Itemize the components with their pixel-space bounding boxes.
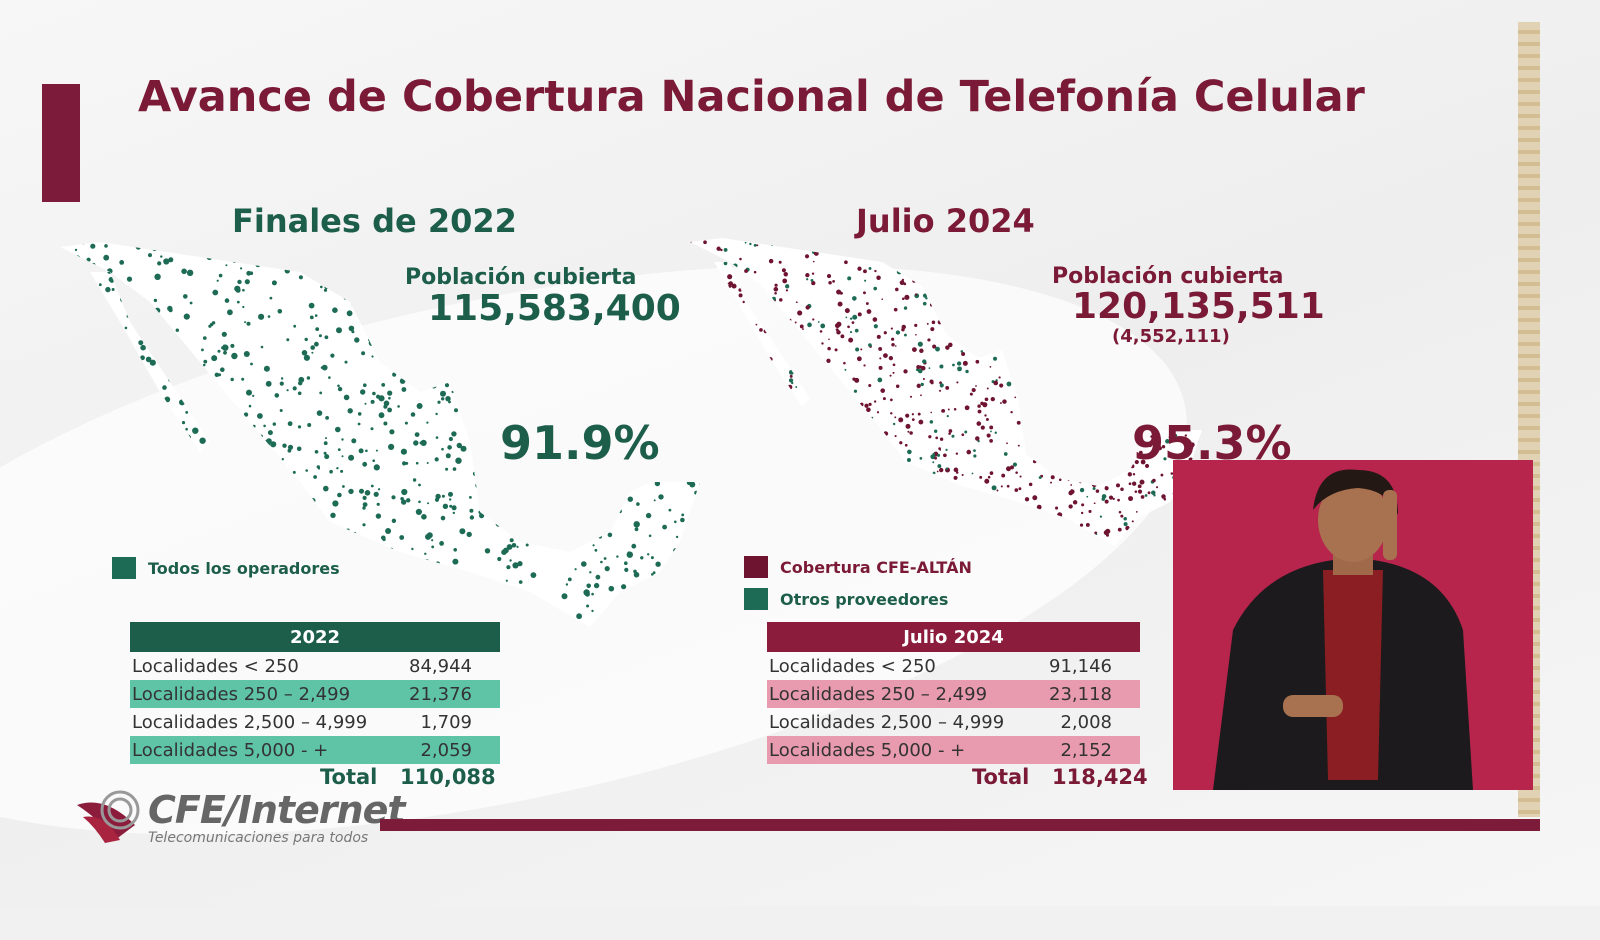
total-value: 110,088 xyxy=(400,765,496,789)
table-row: Localidades 250 – 2,499 21,376 xyxy=(130,680,500,708)
legend-label: Cobertura CFE-ALTÁN xyxy=(780,557,972,577)
mexico-map-2022 xyxy=(60,242,700,627)
logo-text: CFE/Internet xyxy=(148,788,406,832)
row-label: Localidades 5,000 - + xyxy=(769,739,966,761)
row-value: 84,944 xyxy=(409,655,472,677)
row-label: Localidades 2,500 – 4,999 xyxy=(132,711,368,733)
table-row: Localidades 5,000 - + 2,059 xyxy=(130,736,500,764)
table-2022: 2022 Localidades < 250 84,944 Localidades… xyxy=(130,622,500,764)
row-value: 21,376 xyxy=(409,683,472,705)
right-population-label: Población cubierta xyxy=(1052,264,1284,289)
table-row: Localidades 2,500 – 4,999 1,709 xyxy=(130,708,500,736)
title-accent-bar xyxy=(42,84,80,202)
cfe-eagle-logo-icon xyxy=(77,790,140,843)
page-title: Avance de Cobertura Nacional de Telefoní… xyxy=(138,72,1365,122)
slide: Avance de Cobertura Nacional de Telefoní… xyxy=(0,0,1600,906)
map-silhouette xyxy=(690,238,1202,546)
row-label: Localidades 250 – 2,499 xyxy=(132,683,351,705)
legend-item-otros: Otros proveedores xyxy=(744,588,948,610)
table-row: Localidades < 250 91,146 xyxy=(767,652,1140,680)
right-population-delta: (4,552,111) xyxy=(1112,326,1230,347)
legend-item-cfe-altan: Cobertura CFE-ALTÁN xyxy=(744,556,972,578)
footer-bar xyxy=(380,819,1540,831)
table-row: Localidades 2,500 – 4,999 2,008 xyxy=(767,708,1140,736)
legend-item-todos: Todos los operadores xyxy=(112,557,340,579)
mexico-map-2024 xyxy=(690,238,1202,547)
table-row: Localidades < 250 84,944 xyxy=(130,652,500,680)
right-heading: Julio 2024 xyxy=(856,202,1035,240)
logo-tagline: Telecomunicaciones para todos xyxy=(148,830,369,846)
legend-label: Otros proveedores xyxy=(780,589,949,609)
row-value: 91,146 xyxy=(1049,655,1112,677)
row-value: 23,118 xyxy=(1049,683,1112,705)
table-header: Julio 2024 xyxy=(767,622,1140,652)
left-population-value: 115,583,400 xyxy=(428,288,681,329)
table-header: 2022 xyxy=(130,622,500,652)
total-label: Total xyxy=(972,765,1030,789)
legend-label: Todos los operadores xyxy=(148,558,340,578)
row-value: 2,059 xyxy=(420,739,472,761)
table-row: Localidades 250 – 2,499 23,118 xyxy=(767,680,1140,708)
legend-swatch xyxy=(112,557,136,579)
interpreter-figure xyxy=(1213,469,1473,790)
row-label: Localidades 250 – 2,499 xyxy=(769,683,988,705)
right-population-value: 120,135,511 xyxy=(1072,286,1325,327)
row-label: Localidades < 250 xyxy=(769,655,936,677)
total-value: 118,424 xyxy=(1052,765,1148,789)
left-heading: Finales de 2022 xyxy=(232,202,517,240)
legend-swatch xyxy=(744,556,768,578)
total-label: Total xyxy=(320,765,378,789)
table-row: Localidades 5,000 - + 2,152 xyxy=(767,736,1140,764)
legend-swatch xyxy=(744,588,768,610)
table-2024: Julio 2024 Localidades < 250 91,146 Local… xyxy=(767,622,1140,764)
sign-language-interpreter-video xyxy=(1173,460,1533,790)
left-population-label: Población cubierta xyxy=(405,265,637,290)
row-label: Localidades < 250 xyxy=(132,655,299,677)
row-value: 2,152 xyxy=(1060,739,1112,761)
row-label: Localidades 5,000 - + xyxy=(132,739,329,761)
row-value: 2,008 xyxy=(1060,711,1112,733)
map-silhouette xyxy=(60,242,700,627)
row-label: Localidades 2,500 – 4,999 xyxy=(769,711,1005,733)
row-value: 1,709 xyxy=(420,711,472,733)
left-percent: 91.9% xyxy=(500,416,660,470)
